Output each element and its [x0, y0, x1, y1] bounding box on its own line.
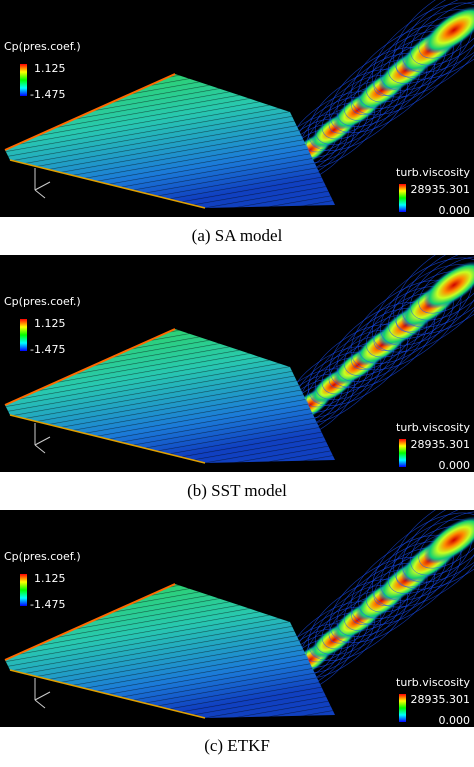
leading-edge — [4, 583, 176, 661]
cp-label: Cp(pres.coef.) — [4, 295, 81, 308]
turb-min: 0.000 — [439, 714, 471, 727]
turb-min: 0.000 — [439, 459, 471, 472]
cp-min: -1.475 — [30, 598, 65, 611]
vortex-contour — [372, 257, 474, 353]
leading-edge — [4, 73, 176, 151]
vortex-contour — [380, 9, 474, 91]
vortex-contour — [393, 0, 474, 80]
vortex-contour — [380, 519, 474, 601]
axis-triad — [34, 678, 51, 709]
trailing-edge — [9, 159, 206, 209]
cp-min: -1.475 — [30, 343, 65, 356]
cp-label: Cp(pres.coef.) — [4, 550, 81, 563]
caption: (a) SA model — [191, 226, 283, 245]
leading-edge — [4, 328, 176, 406]
vortex-contour — [372, 2, 474, 98]
turb-colorbar — [399, 694, 406, 722]
vortex-contour — [401, 255, 474, 328]
vortex-contour — [418, 256, 474, 314]
vortex — [423, 261, 474, 309]
turb-label: turb.viscosity — [396, 166, 470, 179]
turb-max: 28935.301 — [411, 438, 471, 451]
vortex-contour — [410, 0, 474, 66]
cfd-image: Cp(pres.coef.) 1.125 -1.475 turb.viscosity 2… — [0, 255, 474, 472]
trailing-edge — [9, 414, 206, 464]
cfd-image: Cp(pres.coef.) 1.125 -1.475 turb.viscosity 2… — [0, 0, 474, 217]
vortex-contour — [401, 0, 474, 73]
vortex-contour — [393, 510, 474, 590]
trailing-edge — [9, 669, 206, 719]
vortex-contour — [393, 255, 474, 335]
vortex — [423, 516, 474, 564]
vortex-contour — [418, 511, 474, 569]
axis-triad — [34, 423, 51, 454]
cp-colorbar — [20, 574, 27, 606]
caption: (b) SST model — [187, 481, 287, 500]
turb-colorbar — [399, 184, 406, 212]
cp-max: 1.125 — [34, 317, 66, 330]
vortex-contour — [410, 510, 474, 576]
cp-label: Cp(pres.coef.) — [4, 40, 81, 53]
turb-label: turb.viscosity — [396, 676, 470, 689]
wing-streamlines — [5, 74, 335, 208]
caption: (c) ETKF — [204, 736, 270, 755]
vortex-contour — [401, 510, 474, 583]
wing-streamlines — [5, 329, 335, 463]
cfd-image: Cp(pres.coef.) 1.125 -1.475 turb.viscosity 2… — [0, 510, 474, 727]
vortex — [423, 6, 474, 54]
cp-colorbar — [20, 319, 27, 351]
turb-max: 28935.301 — [411, 693, 471, 706]
vortex-contour — [418, 1, 474, 59]
axis-triad — [34, 168, 51, 199]
wing-streamlines — [5, 584, 335, 718]
cp-max: 1.125 — [34, 572, 66, 585]
cp-colorbar — [20, 64, 27, 96]
vortex-contour — [372, 512, 474, 608]
turb-label: turb.viscosity — [396, 421, 470, 434]
turb-min: 0.000 — [439, 204, 471, 217]
turb-max: 28935.301 — [411, 183, 471, 196]
cp-min: -1.475 — [30, 88, 65, 101]
cp-max: 1.125 — [34, 62, 66, 75]
vortex-contour — [410, 255, 474, 321]
vortex-contour — [380, 264, 474, 346]
turb-colorbar — [399, 439, 406, 467]
